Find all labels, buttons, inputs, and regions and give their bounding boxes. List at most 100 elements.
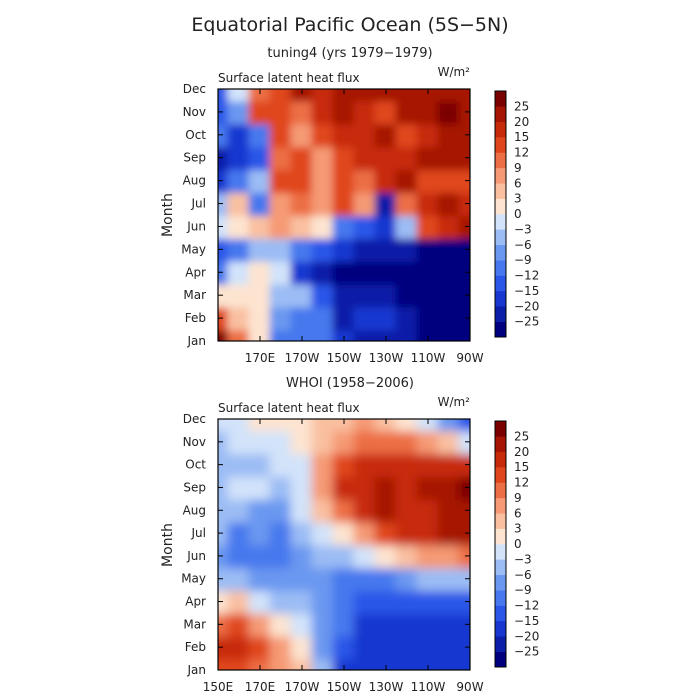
x-tick-label: 90W (456, 351, 483, 365)
heatmap-cell (332, 543, 356, 569)
x-tick-label: 170W (285, 351, 320, 365)
heatmap-cell (353, 122, 377, 148)
heatmap-cell (227, 191, 251, 216)
heatmap-cell (311, 520, 335, 546)
heatmap-cell (332, 475, 356, 500)
colorbar-label: −15 (514, 614, 539, 628)
colorbar-label: −6 (514, 238, 532, 252)
heatmap-cell (437, 191, 461, 216)
heatmap-cell (437, 589, 461, 614)
heatmap-cell (458, 89, 470, 102)
heatmap-cell (311, 122, 335, 148)
heatmap-cell (269, 328, 293, 341)
y-tick-label: Sep (183, 480, 206, 494)
heatmap-cell (311, 452, 335, 478)
x-tick-labels: 150E 170E 170W 150W 130W 110W 90W (203, 680, 484, 694)
heatmap-cell (353, 191, 377, 216)
heatmap-cell (248, 611, 272, 637)
colorbar-swatch (495, 467, 506, 483)
heatmap-field (218, 419, 470, 670)
heatmap-field (218, 89, 470, 341)
y-tick-label: Mar (183, 617, 206, 631)
panel-units-label: W/m² (438, 65, 471, 79)
heatmap-cell (374, 89, 398, 102)
heatmap-cell (218, 611, 230, 637)
y-tick-labels: Jan Feb Mar Apr May Jun Jul Aug Sep Oct Nov Dec (181, 82, 206, 348)
y-tick-label: Nov (183, 435, 206, 449)
y-tick-label: Feb (185, 640, 206, 654)
heatmap-cell (437, 566, 461, 592)
heatmap-cell (227, 475, 251, 500)
heatmap-cell (218, 419, 230, 432)
heatmap-cell (248, 168, 272, 194)
heatmap-cell (353, 419, 377, 432)
heatmap-cell (353, 634, 377, 660)
heatmap-cell (227, 259, 251, 285)
heatmap-cell (374, 259, 398, 285)
heatmap-cell (269, 429, 293, 455)
heatmap-cell (269, 89, 293, 102)
heatmap-cell (374, 657, 398, 670)
heatmap-cell (227, 328, 251, 341)
heatmap-cell (218, 497, 230, 523)
heatmap-cell (416, 589, 440, 614)
heatmap-cell (353, 305, 377, 331)
y-tick-label: Aug (183, 174, 206, 188)
heatmap-cell (416, 611, 440, 637)
colorbar-label: 12 (514, 476, 529, 490)
heatmap-cell (416, 634, 440, 660)
heatmap-cell (416, 475, 440, 500)
heatmap-cell (227, 168, 251, 194)
y-tick-label: Jun (186, 219, 206, 233)
heatmap-cell (218, 236, 230, 262)
heatmap-cell (395, 543, 419, 569)
heatmap-cell (290, 611, 314, 637)
heatmap-cell (458, 589, 470, 614)
heatmap-cell (269, 419, 293, 432)
heatmap-cell (437, 305, 461, 331)
colorbar-swatch (495, 121, 506, 138)
heatmap-cell (458, 452, 470, 478)
heatmap-cell (269, 497, 293, 523)
colorbar-label: 0 (514, 207, 522, 221)
heatmap-cell (218, 99, 230, 125)
heatmap-cell (269, 282, 293, 308)
x-tick-label: 130W (369, 351, 404, 365)
heatmap-cell (311, 634, 335, 660)
colorbar-label: −12 (514, 269, 539, 283)
heatmap-cell (395, 168, 419, 194)
heatmap-cell (332, 168, 356, 194)
colorbar-swatch (495, 244, 506, 261)
heatmap-cell (248, 475, 272, 500)
heatmap-cell (458, 191, 470, 216)
heatmap-cell (332, 191, 356, 216)
heatmap-cell (374, 305, 398, 331)
heatmap-cell (353, 657, 377, 670)
panel-whoi: WHOI (1958−2006) Surface latent heat flu… (160, 376, 539, 694)
heatmap-cell (311, 589, 335, 614)
heatmap-cell (227, 89, 251, 102)
heatmap-cell (332, 497, 356, 523)
heatmap-cell (353, 543, 377, 569)
heatmap-cell (218, 543, 230, 569)
heatmap-cell (218, 328, 230, 341)
y-tick-label: May (181, 572, 206, 586)
y-tick-label: Jul (191, 526, 206, 540)
heatmap-cell (374, 419, 398, 432)
heatmap-cell (290, 122, 314, 148)
heatmap-cell (311, 282, 335, 308)
heatmap-cell (374, 520, 398, 546)
heatmap-cell (269, 305, 293, 331)
heatmap-cell (458, 520, 470, 546)
heatmap-cell (248, 452, 272, 478)
y-axis-label: Month (160, 523, 176, 567)
panel-title: WHOI (1958−2006) (286, 376, 414, 391)
heatmap-cell (227, 520, 251, 546)
heatmap-cell (458, 168, 470, 194)
heatmap-cell (248, 520, 272, 546)
heatmap-cell (269, 657, 293, 670)
heatmap-cell (311, 236, 335, 262)
heatmap-cell (290, 99, 314, 125)
